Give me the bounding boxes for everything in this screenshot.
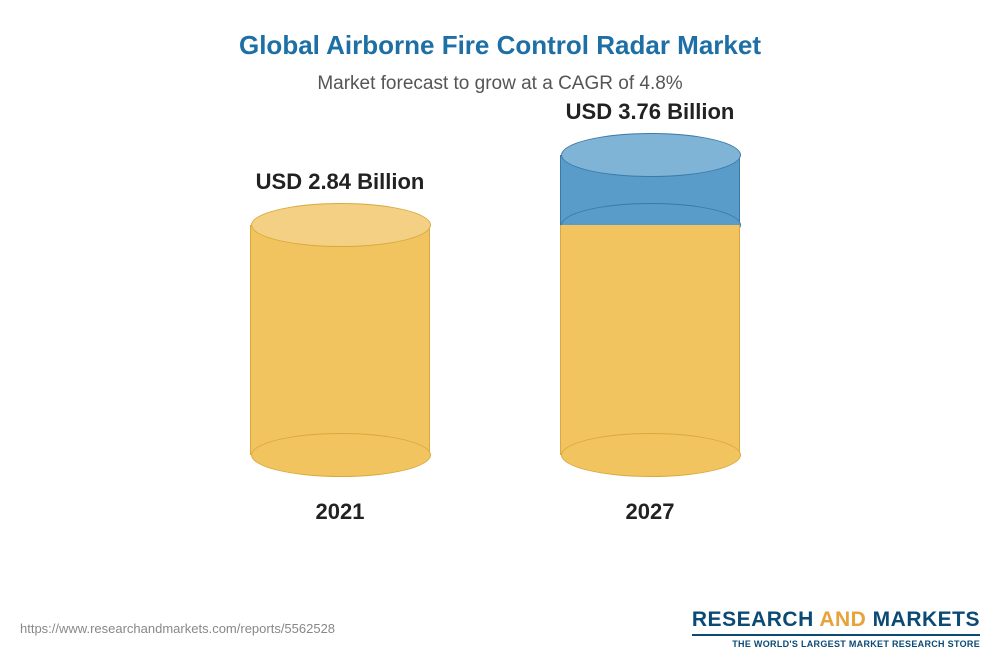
chart-title: Global Airborne Fire Control Radar Marke… [0, 30, 1000, 61]
logo-word-markets: MARKETS [873, 608, 980, 631]
cylinder-top-ellipse [561, 133, 741, 177]
source-url: https://www.researchandmarkets.com/repor… [20, 621, 335, 636]
chart-area: USD 2.84 Billion 2021 USD 3.76 Billion [0, 115, 1000, 545]
year-label-2021: 2021 [250, 499, 430, 525]
brand-logo: RESEARCH AND MARKETS THE WORLD'S LARGEST… [692, 608, 980, 649]
cylinder-bottom-ellipse [561, 433, 741, 477]
cylinder-segment-yellow [560, 225, 740, 455]
bar-2021: USD 2.84 Billion 2021 [250, 169, 430, 525]
cylinder-segment-yellow [250, 225, 430, 455]
chart-container: Global Airborne Fire Control Radar Marke… [0, 0, 1000, 667]
cylinder-2027 [560, 155, 740, 455]
cylinder-top-ellipse [251, 203, 431, 247]
logo-word-research: RESEARCH [692, 608, 814, 631]
cylinder-segment-blue [560, 155, 740, 225]
cylinder-2021 [250, 225, 430, 455]
cylinder-bottom-ellipse [251, 433, 431, 477]
value-label-2021: USD 2.84 Billion [250, 169, 430, 195]
chart-subtitle: Market forecast to grow at a CAGR of 4.8… [0, 73, 1000, 95]
value-label-2027: USD 3.76 Billion [560, 99, 740, 125]
logo-text: RESEARCH AND MARKETS [692, 608, 980, 632]
logo-tagline: THE WORLD'S LARGEST MARKET RESEARCH STOR… [692, 634, 980, 649]
year-label-2027: 2027 [560, 499, 740, 525]
logo-word-and: AND [819, 608, 866, 631]
bar-2027: USD 3.76 Billion 2027 [560, 99, 740, 525]
footer: https://www.researchandmarkets.com/repor… [0, 608, 1000, 649]
